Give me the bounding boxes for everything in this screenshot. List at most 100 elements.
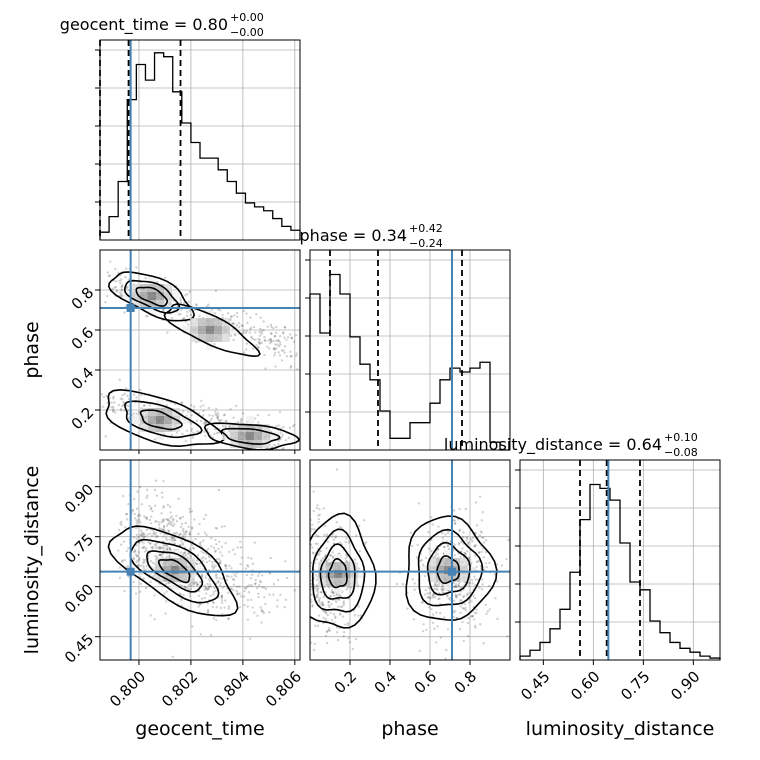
sample-point [168,555,171,559]
sample-point [196,554,200,557]
sample-point [150,515,153,518]
sample-point [168,522,172,525]
sample-point [154,520,157,523]
sample-point [120,294,123,297]
sample-point [218,584,222,587]
sample-point [316,593,319,596]
density-cell [452,574,460,582]
sample-point [457,584,460,588]
sample-point [335,521,339,524]
sample-point [238,605,242,609]
sample-point [293,423,296,427]
sample-point [348,640,352,644]
sample-point [488,608,491,611]
sample-point [139,564,143,567]
sample-point [119,278,123,281]
sample-point [293,589,296,592]
sample-point [173,522,176,526]
sample-point [191,582,194,585]
contour-line [426,541,471,596]
density-cell [171,582,179,590]
sample-point [220,596,224,600]
sample-point [320,558,323,562]
sample-point [331,591,334,594]
sample-point [142,532,145,535]
sample-point [458,529,462,532]
sample-point [304,547,306,549]
sample-point [472,594,475,598]
sample-point [312,490,315,493]
x-tick-label: 0.4 [371,668,401,698]
sample-point [235,324,239,327]
sample-point [427,595,430,599]
sample-point [459,555,462,559]
sample-point [148,573,152,576]
sample-point [274,425,278,428]
sample-point [297,574,299,576]
sample-point [168,555,171,558]
sample-point [183,531,186,535]
sample-point [173,536,176,540]
sample-point [441,537,445,540]
sample-point [224,419,227,423]
sample-point [435,587,438,590]
sample-point [191,625,194,628]
sample-point [242,595,246,598]
density-cell [460,558,468,566]
sample-point [117,528,121,532]
sample-point [274,325,278,329]
sample-point [127,397,131,401]
sample-point [165,404,168,407]
sample-point [321,557,325,560]
sample-point [281,447,284,450]
sample-point [307,681,309,683]
sample-point [243,589,246,593]
density-cell [318,570,326,578]
sample-point [304,592,306,594]
sample-point [139,521,142,524]
sample-point [138,557,141,560]
density-cell [444,574,452,582]
sample-point [331,556,334,560]
sample-point [329,554,333,557]
density-cell [171,566,179,574]
density-cell [187,558,195,566]
title-upper: +0.00 [230,11,264,24]
sample-point [482,642,485,645]
sample-point [325,560,328,563]
sample-point [166,331,169,334]
sample-point [273,443,276,447]
sample-point [125,287,128,290]
sample-point [142,536,146,539]
sample-point [232,416,235,419]
sample-point [471,536,475,540]
sample-point [249,316,252,319]
sample-point [327,601,330,604]
sample-point [253,611,256,614]
sample-point [475,612,478,615]
sample-point [211,414,214,417]
density-cell [358,570,366,578]
sample-point [323,610,326,614]
sample-point [447,547,451,551]
sample-point [164,612,167,615]
sample-point [125,549,129,553]
sample-point [314,534,318,537]
sample-point [131,508,135,512]
panel-luminosity_distance-vs-geocent_time [99,459,301,661]
sample-point [108,274,112,277]
sample-point [214,410,217,414]
sample-point [428,596,432,600]
sample-point [233,333,237,337]
sample-point [148,518,152,522]
sample-point [459,586,462,590]
sample-point [221,424,225,428]
sample-point [246,563,249,567]
sample-point [282,425,285,429]
sample-point [188,592,191,595]
sample-point [415,556,419,559]
sample-point [208,583,212,586]
sample-point [202,409,205,412]
sample-point [135,266,138,269]
sample-point [140,531,144,534]
